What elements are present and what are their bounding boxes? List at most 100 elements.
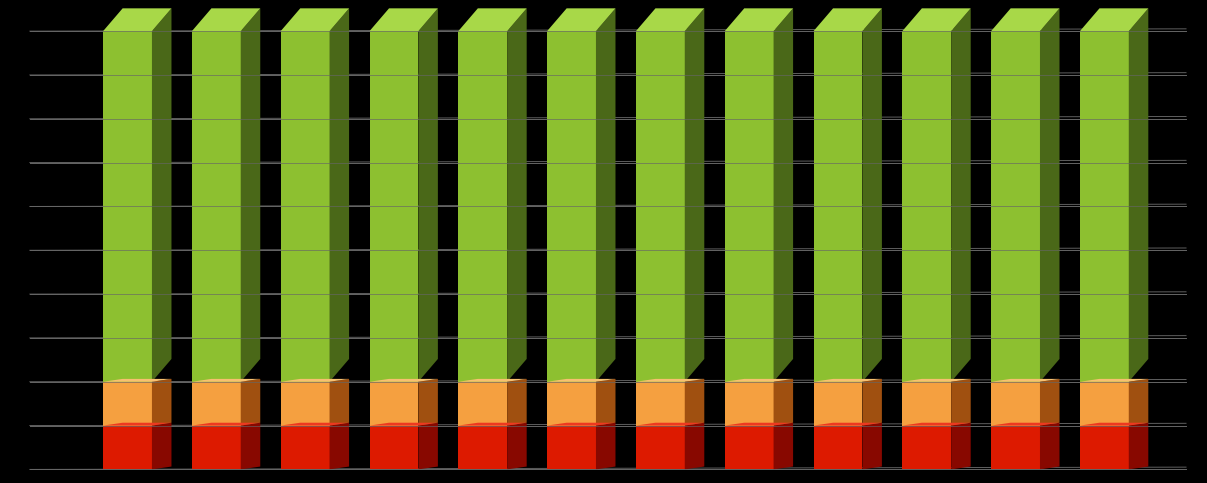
Bar xyxy=(724,382,774,426)
Polygon shape xyxy=(281,8,349,31)
Polygon shape xyxy=(419,8,438,382)
Bar xyxy=(547,426,596,469)
Polygon shape xyxy=(369,423,438,426)
Bar xyxy=(103,31,152,382)
Polygon shape xyxy=(951,423,970,469)
Bar xyxy=(547,31,596,382)
Polygon shape xyxy=(240,423,261,469)
Polygon shape xyxy=(1129,423,1148,469)
Polygon shape xyxy=(991,8,1060,31)
Polygon shape xyxy=(547,379,616,382)
Bar xyxy=(814,31,862,382)
Polygon shape xyxy=(774,379,793,426)
Polygon shape xyxy=(862,379,882,426)
Bar xyxy=(192,31,240,382)
Polygon shape xyxy=(814,8,882,31)
Polygon shape xyxy=(862,423,882,469)
Bar xyxy=(903,382,951,426)
Polygon shape xyxy=(951,8,970,382)
Polygon shape xyxy=(991,379,1060,382)
Polygon shape xyxy=(103,423,171,426)
Polygon shape xyxy=(1129,8,1148,382)
Polygon shape xyxy=(192,423,261,426)
Polygon shape xyxy=(419,423,438,469)
Bar xyxy=(1080,31,1129,382)
Bar xyxy=(1080,426,1129,469)
Polygon shape xyxy=(1129,379,1148,426)
Bar xyxy=(724,426,774,469)
Polygon shape xyxy=(636,8,705,31)
Bar xyxy=(103,382,152,426)
Polygon shape xyxy=(724,423,793,426)
Polygon shape xyxy=(774,8,793,382)
Bar xyxy=(636,426,684,469)
Polygon shape xyxy=(103,379,171,382)
Bar xyxy=(192,426,240,469)
Polygon shape xyxy=(459,8,526,31)
Polygon shape xyxy=(507,8,526,382)
Polygon shape xyxy=(281,423,349,426)
Bar xyxy=(991,382,1040,426)
Polygon shape xyxy=(814,423,882,426)
Bar xyxy=(369,382,419,426)
Polygon shape xyxy=(1080,423,1148,426)
Bar xyxy=(991,31,1040,382)
Bar xyxy=(903,426,951,469)
Polygon shape xyxy=(684,423,705,469)
Polygon shape xyxy=(1080,8,1148,31)
Bar xyxy=(814,382,862,426)
Polygon shape xyxy=(459,379,526,382)
Bar xyxy=(636,382,684,426)
Polygon shape xyxy=(991,423,1060,426)
Polygon shape xyxy=(1080,379,1148,382)
Polygon shape xyxy=(814,379,882,382)
Polygon shape xyxy=(152,423,171,469)
Polygon shape xyxy=(152,8,171,382)
Bar xyxy=(814,426,862,469)
Polygon shape xyxy=(419,379,438,426)
Bar xyxy=(459,426,507,469)
Polygon shape xyxy=(596,8,616,382)
Polygon shape xyxy=(547,423,616,426)
Bar xyxy=(547,382,596,426)
Polygon shape xyxy=(507,379,526,426)
Polygon shape xyxy=(369,379,438,382)
Polygon shape xyxy=(459,423,526,426)
Polygon shape xyxy=(636,423,705,426)
Bar xyxy=(459,382,507,426)
Bar xyxy=(192,382,240,426)
Polygon shape xyxy=(1040,8,1060,382)
Polygon shape xyxy=(903,8,970,31)
Polygon shape xyxy=(903,423,970,426)
Bar xyxy=(369,426,419,469)
Bar xyxy=(1080,382,1129,426)
Polygon shape xyxy=(240,8,261,382)
Bar xyxy=(724,31,774,382)
Bar xyxy=(459,31,507,382)
Polygon shape xyxy=(724,379,793,382)
Polygon shape xyxy=(1040,379,1060,426)
Bar xyxy=(369,31,419,382)
Bar xyxy=(103,426,152,469)
Polygon shape xyxy=(103,8,171,31)
Polygon shape xyxy=(684,8,705,382)
Bar xyxy=(636,31,684,382)
Polygon shape xyxy=(507,423,526,469)
Polygon shape xyxy=(903,379,970,382)
Polygon shape xyxy=(774,423,793,469)
Polygon shape xyxy=(330,379,349,426)
Polygon shape xyxy=(330,423,349,469)
Bar xyxy=(991,426,1040,469)
Polygon shape xyxy=(596,423,616,469)
Polygon shape xyxy=(1040,423,1060,469)
Polygon shape xyxy=(951,379,970,426)
Polygon shape xyxy=(240,379,261,426)
Bar xyxy=(281,382,330,426)
Polygon shape xyxy=(152,379,171,426)
Polygon shape xyxy=(636,379,705,382)
Polygon shape xyxy=(724,8,793,31)
Polygon shape xyxy=(369,8,438,31)
Polygon shape xyxy=(596,379,616,426)
Polygon shape xyxy=(281,379,349,382)
Polygon shape xyxy=(192,8,261,31)
